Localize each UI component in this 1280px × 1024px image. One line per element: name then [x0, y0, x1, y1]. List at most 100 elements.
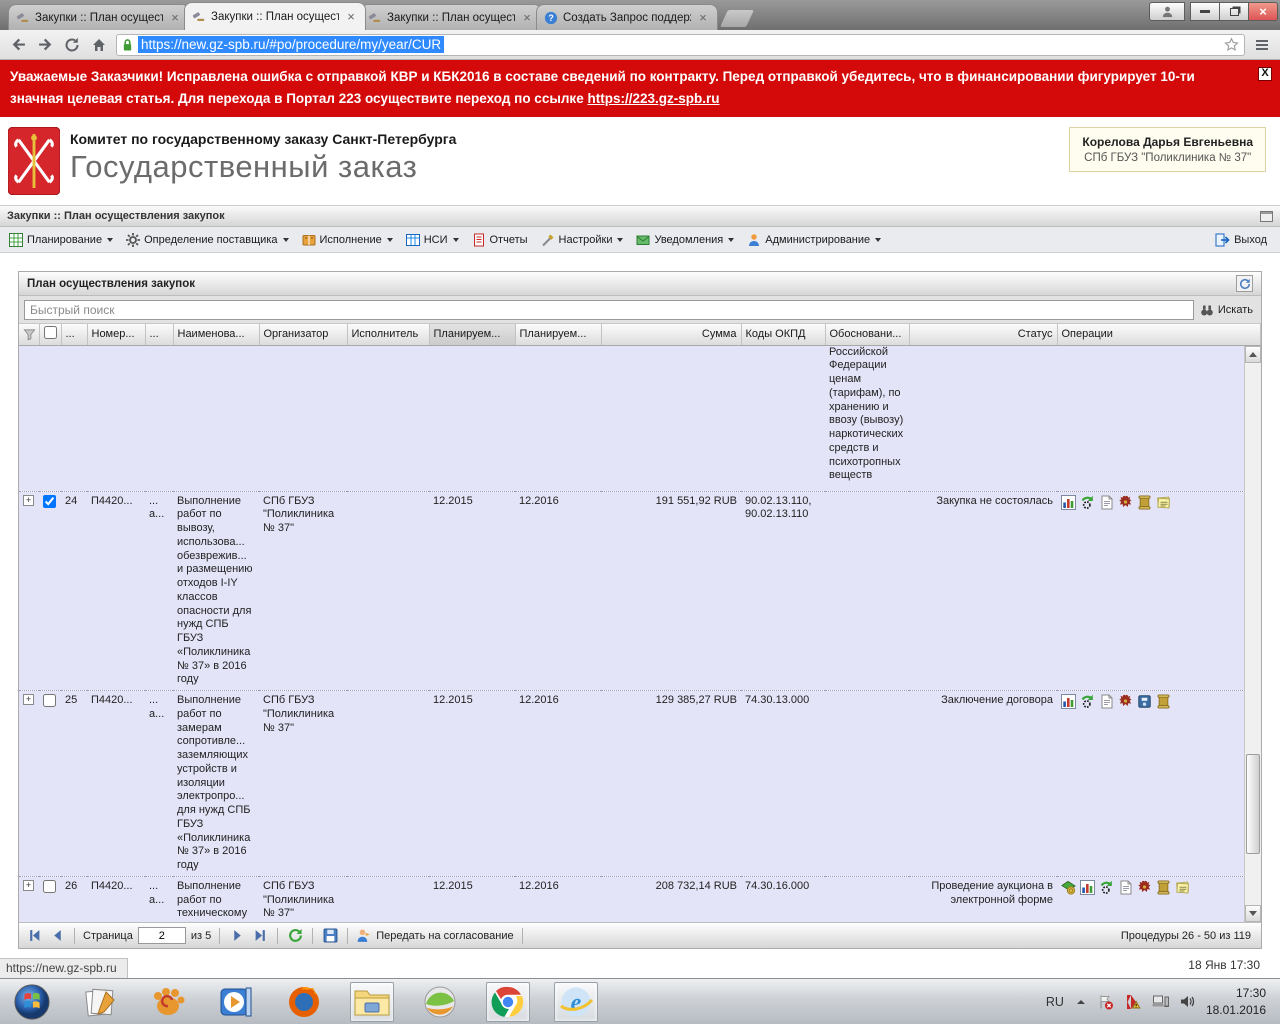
volume-icon[interactable]: [1180, 994, 1195, 1009]
send-for-approval-button[interactable]: Передать на согласование: [356, 928, 514, 943]
globe-app-icon[interactable]: [418, 982, 462, 1022]
column-header-justification[interactable]: Обосновани...: [825, 324, 910, 346]
menu-nsi[interactable]: НСИ: [402, 230, 465, 250]
browser-menu-icon[interactable]: [1252, 35, 1272, 55]
last-page-button[interactable]: [251, 927, 269, 945]
explorer-icon[interactable]: [350, 981, 394, 1022]
bookmark-star-icon[interactable]: [1224, 37, 1239, 52]
row-checkbox[interactable]: [43, 879, 56, 893]
notes-app-icon[interactable]: [78, 982, 122, 1022]
close-button[interactable]: [1248, 2, 1278, 21]
tab-close-icon[interactable]: [520, 11, 534, 24]
column-header[interactable]: ...: [61, 324, 88, 346]
save-icon[interactable]: [321, 927, 339, 945]
menu-supplier-determination[interactable]: Определение поставщика: [122, 230, 294, 250]
menu-notifications[interactable]: Уведомления: [632, 230, 740, 250]
action-center-icon[interactable]: [1098, 994, 1114, 1010]
chrome-icon[interactable]: [486, 981, 530, 1022]
menu-planning[interactable]: Планирование: [5, 230, 119, 250]
next-page-button[interactable]: [228, 927, 246, 945]
menu-administration[interactable]: Администрирование: [743, 230, 887, 250]
column-header-name[interactable]: Наименова...: [173, 324, 260, 346]
language-indicator[interactable]: RU: [1045, 994, 1064, 1009]
column-header[interactable]: ...: [145, 324, 174, 346]
minimize-button[interactable]: [1190, 2, 1220, 21]
process-icon[interactable]: [1080, 495, 1096, 511]
restore-button[interactable]: [1219, 2, 1249, 21]
search-input[interactable]: [24, 299, 1194, 320]
search-button[interactable]: Искать: [1200, 303, 1256, 317]
url-text[interactable]: https://new.gz-spb.ru/#po/procedure/my/y…: [138, 36, 445, 53]
collapse-window-icon[interactable]: [1260, 210, 1273, 222]
chart-icon[interactable]: [1061, 494, 1077, 511]
safe-icon[interactable]: [1137, 694, 1153, 710]
panel-refresh-button[interactable]: [1236, 275, 1253, 293]
scroll-up-button[interactable]: [1245, 346, 1261, 364]
chart-icon[interactable]: [1080, 879, 1096, 896]
network-icon[interactable]: [1152, 994, 1169, 1009]
media-player-icon[interactable]: [214, 982, 258, 1022]
table-row[interactable]: 26 П4420... ... а... Выполнение работ по…: [19, 876, 1261, 923]
scroll-icon[interactable]: [1137, 495, 1153, 511]
expand-icon[interactable]: [23, 879, 34, 891]
column-header-operations[interactable]: Операции: [1057, 324, 1261, 346]
notes-icon[interactable]: [1156, 495, 1172, 511]
firefox-icon[interactable]: [282, 982, 326, 1022]
browser-tab[interactable]: ? Создать Запрос поддерж: [536, 4, 718, 30]
profile-button[interactable]: [1149, 2, 1185, 21]
table-row[interactable]: 24 П4420... ... а... Выполнение работ по…: [19, 491, 1261, 692]
emblem-icon[interactable]: [1118, 694, 1134, 710]
antivirus-warning-icon[interactable]: [1125, 994, 1141, 1010]
clear-filter-header[interactable]: [19, 324, 40, 346]
browser-tab-active[interactable]: Закупки :: План осуществ: [184, 2, 366, 30]
doc-icon[interactable]: [1099, 694, 1115, 710]
browser-tab[interactable]: Закупки :: План осуществ: [360, 4, 542, 30]
internet-explorer-icon[interactable]: e: [554, 981, 598, 1022]
emblem-icon[interactable]: [1137, 880, 1153, 896]
column-header-okpd[interactable]: Коды ОКПД: [741, 324, 826, 346]
tab-close-icon[interactable]: [168, 11, 182, 24]
emblem-icon[interactable]: [1118, 495, 1134, 511]
column-header-sum[interactable]: Сумма: [601, 324, 742, 346]
scroll-icon[interactable]: [1156, 880, 1172, 896]
chart-icon[interactable]: [1061, 694, 1077, 710]
row-checkbox[interactable]: [43, 494, 56, 508]
column-header-organizer[interactable]: Организатор: [259, 324, 348, 346]
first-page-button[interactable]: [25, 927, 43, 945]
notes-icon[interactable]: [1175, 880, 1191, 896]
menu-settings[interactable]: Настройки: [537, 230, 630, 250]
taskbar-clock[interactable]: 17:30 18.01.2016: [1206, 985, 1266, 1017]
reload-button[interactable]: [62, 35, 82, 55]
expand-icon[interactable]: [23, 694, 34, 706]
start-button[interactable]: [10, 982, 54, 1022]
menu-reports[interactable]: Отчеты: [468, 230, 534, 250]
refresh-list-button[interactable]: [286, 927, 304, 945]
banner-link[interactable]: https://223.gz-spb.ru: [587, 90, 720, 106]
tab-close-icon[interactable]: [344, 10, 358, 23]
tray-expand-icon[interactable]: [1075, 997, 1087, 1007]
address-bar[interactable]: https://new.gz-spb.ru/#po/procedure/my/y…: [116, 33, 1245, 56]
process-icon[interactable]: [1099, 880, 1115, 896]
doc-icon[interactable]: [1118, 880, 1134, 896]
prev-page-button[interactable]: [48, 927, 66, 945]
menu-execution[interactable]: Исполнение: [298, 230, 399, 250]
column-header-executor[interactable]: Исполнитель: [347, 324, 430, 346]
select-all-checkbox[interactable]: [43, 326, 57, 340]
process-icon[interactable]: [1080, 694, 1096, 710]
banner-close-icon[interactable]: X: [1258, 67, 1272, 81]
home-button[interactable]: [89, 35, 109, 55]
column-header-plan-end[interactable]: Планируем...: [515, 324, 602, 346]
browser-tab[interactable]: Закупки :: План осуществ: [8, 4, 190, 30]
scrollbar-thumb[interactable]: [1246, 754, 1260, 855]
paw-app-icon[interactable]: [146, 982, 190, 1022]
table-row[interactable]: 25 П4420... ... а... Выполнение работ по…: [19, 690, 1261, 877]
tab-close-icon[interactable]: [696, 11, 710, 24]
column-header-number[interactable]: Номер...: [87, 324, 146, 346]
new-tab-button[interactable]: [720, 10, 754, 27]
scroll-down-button[interactable]: [1245, 905, 1261, 923]
back-button[interactable]: [8, 35, 28, 55]
row-checkbox[interactable]: [43, 694, 56, 708]
column-header-status[interactable]: Статус: [909, 324, 1058, 346]
forward-button[interactable]: [35, 35, 55, 55]
column-header-plan-start[interactable]: Планируем...: [429, 324, 516, 346]
